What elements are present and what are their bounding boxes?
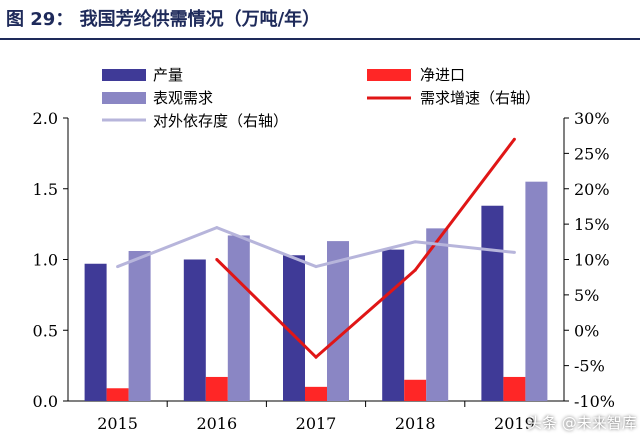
bar-apparent-demand: [426, 228, 449, 401]
bar-apparent-demand: [227, 235, 250, 401]
bar-net-import: [205, 376, 228, 401]
bar-apparent-demand: [128, 251, 151, 401]
x-tick-label: 2019: [494, 414, 535, 433]
point-demand-growth: [512, 137, 516, 141]
y-left-tick-label: 2.0: [33, 109, 58, 128]
bar-net-import: [503, 376, 526, 401]
y-right-tick-label: 5%: [574, 286, 599, 305]
legend-label-apparent-demand: 表观需求: [153, 89, 213, 107]
line-dependence: [117, 226, 515, 269]
y-right-tick-label: 0%: [574, 321, 599, 340]
bar-net-import: [404, 379, 427, 401]
y-right-tick-label: -5%: [574, 357, 605, 376]
bar-production: [382, 249, 405, 401]
point-demand-growth: [215, 258, 219, 261]
axes: 0.0 0.5 1.0 1.5 2.0 -10% -5% 0% 5% 10% 15% 20% 25% 30…: [33, 109, 615, 433]
point-dependence: [314, 265, 318, 269]
y-left-tick-label: 1.0: [33, 251, 58, 270]
bar-apparent-demand: [327, 241, 349, 401]
bar-production: [84, 263, 107, 401]
legend-label-net-import: 净进口: [420, 66, 465, 84]
point-dependence: [413, 240, 417, 244]
y-left-tick-label: 0.0: [33, 392, 58, 411]
bar-production: [283, 255, 305, 401]
x-tick-label: 2016: [196, 414, 237, 433]
bar-apparent-demand: [525, 181, 548, 401]
legend-label-demand-growth: 需求增速（右轴）: [420, 89, 540, 107]
x-tick-label: 2015: [97, 414, 138, 433]
y-right-tick-label: 25%: [574, 144, 610, 163]
x-tick-label: 2018: [395, 414, 436, 433]
x-tick-label: 2017: [296, 414, 337, 433]
legend-swatch-apparent-demand: [102, 92, 146, 104]
line-demand-growth: [215, 138, 516, 360]
bar-net-import: [106, 388, 129, 401]
point-demand-growth: [413, 268, 417, 272]
point-dependence: [215, 226, 219, 230]
legend-swatch-net-import: [367, 69, 411, 81]
bar-production: [481, 205, 504, 401]
point-dependence: [116, 265, 120, 269]
y-right-tick-label: -10%: [574, 392, 615, 411]
figure-title: 图 29： 我国芳纶供需情况（万吨/年）: [6, 9, 321, 30]
y-right-tick-label: 30%: [574, 109, 610, 128]
point-dependence: [512, 250, 516, 254]
y-right-tick-label: 20%: [574, 180, 610, 199]
legend-label-dependence: 对外依存度（右轴）: [153, 112, 288, 130]
y-right-tick-label: 15%: [574, 215, 610, 234]
y-left-tick-label: 0.5: [33, 321, 58, 340]
y-left-tick-label: 1.5: [33, 180, 58, 199]
lines: [116, 137, 516, 360]
bar-net-import: [305, 386, 327, 401]
bar-production: [183, 259, 206, 401]
legend-label-production: 产量: [153, 66, 183, 84]
legend-swatch-production: [102, 69, 146, 81]
point-demand-growth: [314, 355, 318, 359]
bars: [84, 181, 548, 401]
y-right-tick-label: 10%: [574, 251, 610, 270]
legend: 产量 表观需求 对外依存度（右轴） 净进口 需求增速（右轴）: [102, 66, 540, 130]
title-rule: [0, 38, 640, 40]
watermark: 头条 @未来智库: [527, 414, 637, 432]
